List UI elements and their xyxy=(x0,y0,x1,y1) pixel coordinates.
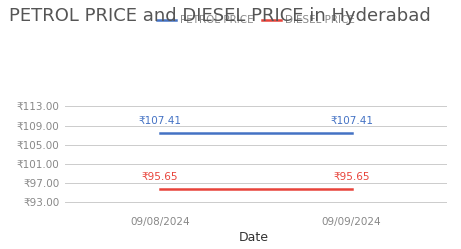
Text: ₹107.41: ₹107.41 xyxy=(139,116,182,126)
Text: ₹107.41: ₹107.41 xyxy=(330,116,373,126)
DIESEL PRICE xyxy=(157,188,163,191)
Text: Date: Date xyxy=(238,231,269,244)
Text: ₹95.65: ₹95.65 xyxy=(333,173,370,183)
Text: ₹95.65: ₹95.65 xyxy=(142,173,178,183)
Legend: PETROL PRICE, DIESEL PRICE: PETROL PRICE, DIESEL PRICE xyxy=(153,11,359,30)
DIESEL PRICE xyxy=(349,188,354,191)
PETROL PRICE xyxy=(157,132,163,135)
PETROL PRICE xyxy=(349,132,354,135)
Text: PETROL PRICE and DIESEL PRICE in Hyderabad: PETROL PRICE and DIESEL PRICE in Hyderab… xyxy=(9,7,431,25)
